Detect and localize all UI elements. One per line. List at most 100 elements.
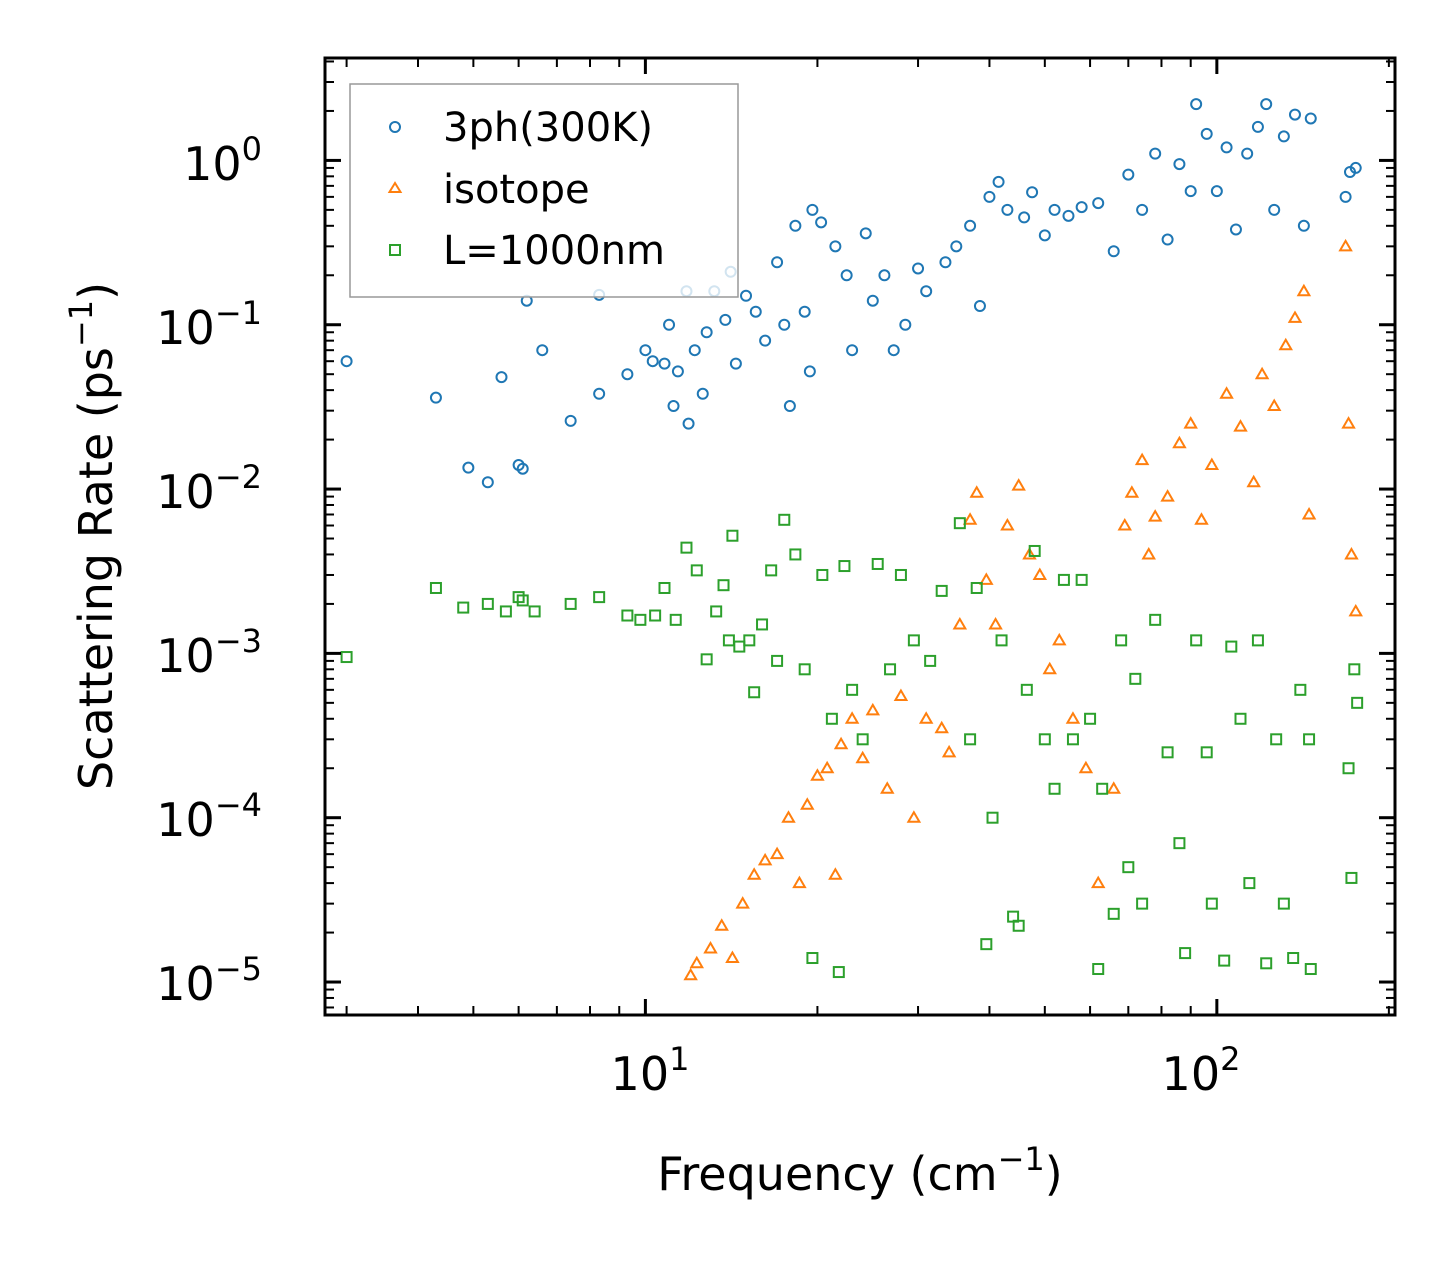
data-point-circle — [778, 318, 791, 331]
data-point-square — [748, 686, 761, 699]
data-point-triangle — [810, 768, 825, 781]
data-point-square — [1205, 897, 1218, 910]
data-point-triangle — [1172, 435, 1187, 449]
data-point-circle — [1184, 185, 1197, 198]
data-point-square — [1200, 746, 1213, 759]
data-point-circle — [1304, 112, 1317, 125]
data-point-triangle — [735, 896, 750, 909]
data-point-circle — [1260, 98, 1273, 111]
data-point-square — [765, 564, 778, 577]
data-point-triangle — [1000, 518, 1015, 531]
data-point-circle — [1277, 130, 1290, 143]
data-point-circle — [663, 318, 676, 331]
data-point-circle — [1297, 219, 1310, 232]
data-point-triangle — [934, 720, 949, 734]
data-point-square — [649, 609, 662, 622]
data-point-circle — [1062, 209, 1075, 222]
data-point-triangle — [1032, 567, 1048, 580]
data-point-square — [481, 597, 494, 610]
data-point-triangle — [1011, 478, 1026, 491]
data-point-square — [1348, 663, 1361, 676]
data-point-square — [621, 609, 634, 622]
legend: 3ph(300K) isotope L=1000nm — [349, 83, 739, 298]
data-point-square — [528, 605, 541, 618]
data-point-circle — [878, 269, 891, 282]
data-point-square — [690, 564, 703, 577]
data-point-square — [669, 613, 682, 626]
data-point-triangle — [1348, 603, 1363, 617]
data-point-triangle — [1106, 781, 1121, 794]
data-point-triangle — [1204, 457, 1220, 471]
data-point-triangle — [689, 955, 705, 969]
data-point-square — [964, 733, 977, 746]
data-point-square — [1243, 877, 1256, 890]
data-point-square — [710, 605, 723, 618]
data-point-square — [1057, 573, 1070, 586]
data-point-triangle — [952, 616, 968, 630]
data-point-square — [429, 581, 442, 594]
data-point-square — [1277, 897, 1290, 910]
data-point-square — [907, 634, 920, 647]
data-point-square — [894, 568, 907, 581]
data-point-circle — [973, 300, 986, 313]
data-point-square — [935, 584, 948, 597]
data-point-triangle — [893, 688, 909, 702]
y-tick-label: 10−4 — [156, 786, 262, 847]
legend-label-3ph: 3ph(300K) — [443, 105, 653, 151]
data-point-square — [1161, 746, 1174, 759]
data-point-square — [1149, 613, 1162, 626]
x-tick-label: 101 — [611, 1040, 690, 1101]
data-point-square — [593, 591, 606, 604]
data-point-square — [1092, 963, 1105, 976]
data-point-circle — [495, 371, 508, 384]
data-point-square — [634, 613, 647, 626]
data-point-triangle — [1065, 711, 1081, 724]
data-point-circle — [866, 294, 879, 307]
data-point-circle — [887, 344, 900, 357]
data-point-triangle — [1341, 416, 1356, 429]
data-point-square — [789, 548, 802, 561]
data-point-triangle — [1233, 419, 1248, 432]
data-point-circle — [789, 219, 802, 232]
data-point-square — [1096, 782, 1109, 795]
data-point-square — [1234, 712, 1247, 725]
data-point-triangle — [1246, 474, 1261, 488]
data-point-circle — [1190, 98, 1203, 111]
data-point-triangle — [1254, 366, 1270, 380]
data-point-circle — [1038, 229, 1051, 242]
data-point-triangle — [1278, 337, 1293, 351]
data-point-circle — [740, 289, 753, 302]
x-axis-title: Frequency (cm−1) — [657, 1140, 1062, 1201]
data-point-circle — [1107, 245, 1120, 258]
data-point-circle — [803, 365, 816, 378]
data-point-circle — [536, 344, 549, 357]
data-point-circle — [1349, 161, 1362, 174]
data-point-circle — [1241, 147, 1254, 160]
data-point-circle — [729, 357, 742, 370]
y-tick-label: 10−2 — [156, 458, 262, 519]
data-point-circle — [340, 355, 353, 368]
data-point-triangle — [781, 810, 796, 823]
data-point-square — [717, 579, 730, 592]
data-point-square — [1038, 733, 1051, 746]
data-point-triangle — [1183, 416, 1198, 429]
data-point-circle — [671, 365, 684, 378]
data-point-square — [1218, 954, 1231, 967]
data-point-square — [1190, 634, 1203, 647]
data-point-triangle — [828, 867, 843, 880]
data-point-circle — [688, 344, 701, 357]
data-point-square — [1251, 634, 1264, 647]
data-point-triangle — [757, 852, 773, 866]
data-point-circle — [840, 269, 853, 282]
data-point-square — [1020, 683, 1033, 696]
data-point-circle — [920, 285, 933, 298]
data-point-circle — [1026, 186, 1039, 199]
data-point-circle — [696, 387, 709, 400]
data-point-square — [340, 651, 353, 664]
data-point-circle — [1122, 168, 1135, 181]
data-point-triangle — [1117, 518, 1132, 531]
data-point-square — [733, 640, 746, 653]
data-point-square — [798, 663, 811, 676]
data-point-square — [700, 653, 713, 666]
data-point-circle — [1001, 203, 1014, 216]
